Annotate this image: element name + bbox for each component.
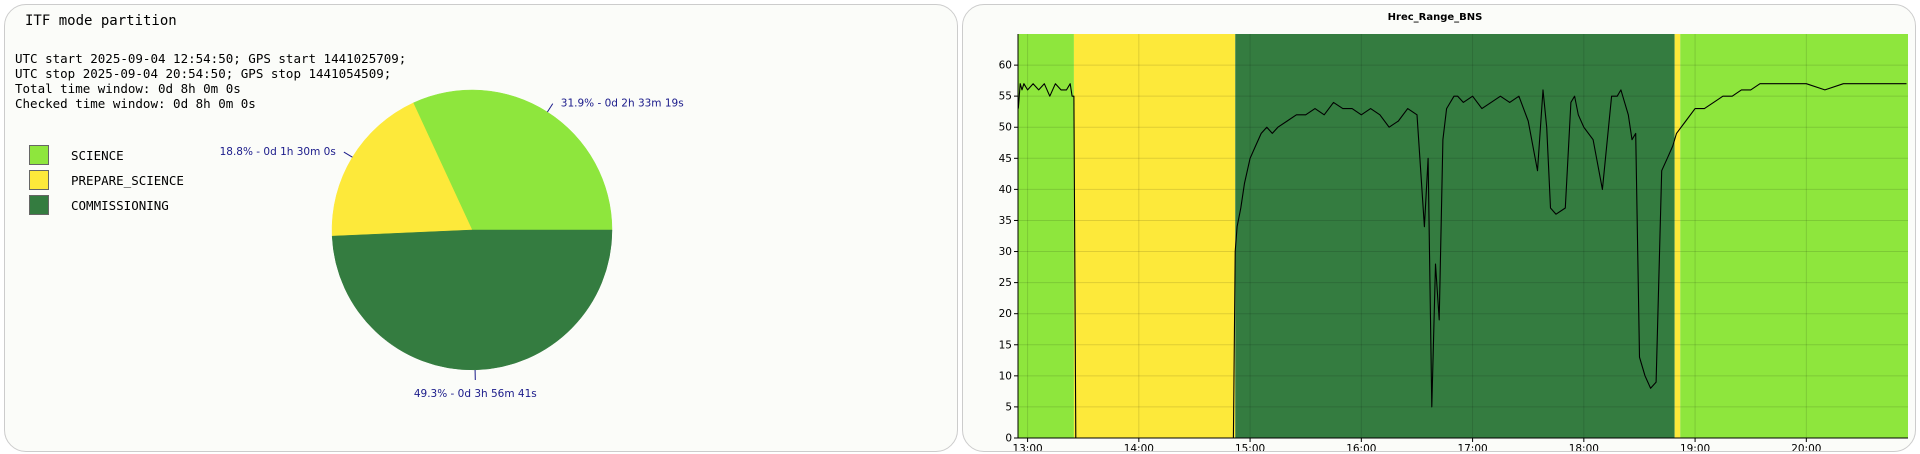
range-series-line [1017,83,1907,439]
x-tick-label: 19:00 [1680,443,1710,452]
y-tick-label: 40 [999,184,1012,196]
x-tick-label: 14:00 [1124,443,1154,452]
info-line-total-window: Total time window: 0d 8h 0m 0s [15,81,241,96]
pie-chart: 31.9% - 0d 2h 33m 19s 18.8% - 0d 1h 30m 0… [220,89,684,400]
legend-label-science: SCIENCE [71,148,124,163]
pie-label-tick-science [546,103,554,113]
x-tick-label: 18:00 [1569,443,1599,452]
y-tick-label: 15 [999,339,1012,351]
legend-swatch-science [29,145,49,165]
pie-label-prepare-science: 18.8% - 0d 1h 30m 0s [220,146,336,158]
mode-band-science [1018,34,1074,438]
time-info: UTC start 2025-09-04 12:54:50; GPS start… [15,51,406,111]
pie-label-commissioning: 49.3% - 0d 3h 56m 41s [414,388,537,400]
line-chart: Hrec_Range_BNS 0 5 10 15 20 25 30 35 40 45 50 55 60 1… [999,12,1908,452]
x-tick-label: 15:00 [1235,443,1265,452]
pie-slice-prepare-science [331,102,473,237]
y-tick-label: 45 [999,153,1012,165]
panel-title: ITF mode partition [25,13,177,29]
y-tick-label: 60 [999,60,1012,72]
legend-swatch-prepare-science [29,170,49,190]
mode-band-commissioning [1235,34,1675,438]
y-tick-label: 10 [999,370,1012,382]
info-line-utc-stop: UTC stop 2025-09-04 20:54:50; GPS stop 1… [15,66,392,81]
info-line-utc-start: UTC start 2025-09-04 12:54:50; GPS start… [15,51,407,66]
range-chart-panel: Hrec_Range_BNS 0 5 10 15 20 25 30 35 40 45 50 55 60 1… [962,4,1916,452]
y-tick-label: 0 [1005,433,1012,445]
mode-band-prepare-science [1674,34,1681,438]
info-line-checked-window: Checked time window: 0d 8h 0m 0s [15,96,256,111]
mode-band-prepare-science [1073,34,1236,438]
legend-label-prepare-science: PREPARE_SCIENCE [71,173,184,188]
y-tick-label: 20 [999,308,1012,320]
legend-label-commissioning: COMMISSIONING [71,198,169,213]
x-tick-label: 16:00 [1346,443,1376,452]
x-tick-label: 13:00 [1012,443,1042,452]
legend-swatch-commissioning [29,195,49,215]
y-tick-label: 30 [999,246,1012,258]
pie-slice-commissioning [331,229,613,371]
x-tick-label: 17:00 [1457,443,1487,452]
mode-band-science [1680,34,1908,438]
x-tick-label: 20:00 [1791,443,1821,452]
pie-label-science: 31.9% - 0d 2h 33m 19s [561,98,684,110]
pie-slice-science [412,89,613,231]
pie-label-tick-prepare-science [343,151,353,158]
y-tick-label: 5 [1005,401,1012,413]
y-tick-label: 35 [999,215,1012,227]
y-tick-label: 50 [999,122,1012,134]
chart-title: Hrec_Range_BNS [1388,12,1483,23]
mode-partition-panel: ITF mode partition UTC start 2025-09-04 … [4,4,958,452]
y-tick-label: 55 [999,91,1012,103]
y-tick-label: 25 [999,277,1012,289]
